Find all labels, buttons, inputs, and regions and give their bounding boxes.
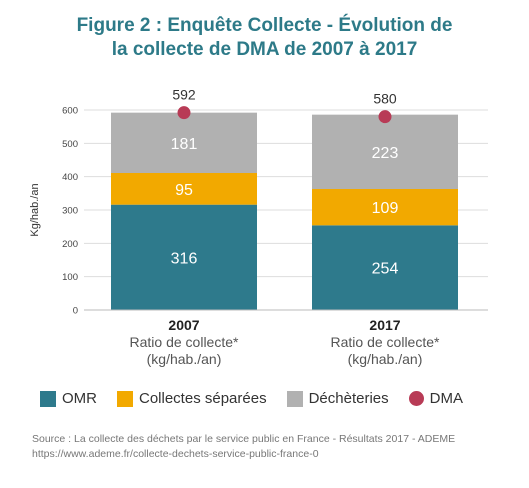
dma-value-label-2007: 592 bbox=[172, 87, 196, 103]
x-category-year-2017: 2017 bbox=[369, 317, 400, 333]
legend-item-collectes: Collectes séparées bbox=[117, 390, 267, 407]
bar-2017-2 bbox=[312, 114, 458, 189]
dma-point-2017 bbox=[378, 110, 392, 124]
bar-2007-0 bbox=[111, 204, 257, 310]
legend-label-dma: DMA bbox=[429, 390, 463, 407]
chart-title: Figure 2 : Enquête Collecte - Évolution … bbox=[0, 14, 529, 62]
legend-item-decheteries: Déchèteries bbox=[286, 390, 389, 407]
legend-label-collectes: Collectes séparées bbox=[139, 390, 267, 407]
legend-swatch-decheteries bbox=[286, 390, 303, 407]
dma-value-label-2017: 580 bbox=[373, 91, 397, 107]
chart-title-line-1: Figure 2 : Enquête Collecte - Évolution … bbox=[76, 15, 453, 36]
bar-2007-2 bbox=[111, 112, 257, 173]
legend-item-dma: DMA bbox=[408, 390, 463, 407]
legend-swatch-collectes bbox=[117, 390, 133, 407]
y-tick-label-200: 200 bbox=[62, 239, 78, 250]
bar-value-label-2007-0: 316 bbox=[171, 250, 198, 267]
x-category-sub1-2017: Ratio de collecte* bbox=[331, 334, 441, 350]
y-tick-label-100: 100 bbox=[62, 272, 78, 283]
source-note: Source : La collecte des déchets par le … bbox=[32, 432, 492, 462]
source-line-2: https://www.ademe.fr/collecte-dechets-se… bbox=[32, 448, 319, 460]
legend-label-decheteries: Déchèteries bbox=[308, 390, 389, 407]
source-line-1: Source : La collecte des déchets par le … bbox=[32, 433, 456, 445]
bar-value-label-2017-0: 254 bbox=[372, 261, 399, 278]
chart-legend: OMR Collectes séparées Déchèteries DMA bbox=[40, 390, 483, 407]
y-axis-label: Kg/hab./an bbox=[29, 183, 41, 236]
y-tick-label-600: 600 bbox=[62, 106, 78, 117]
y-tick-label-500: 500 bbox=[62, 139, 78, 150]
stacked-bar-chart: 0 100 200 300 400 500 600 Kg/hab./an 316 95 181 592… bbox=[29, 87, 488, 367]
bar-2007-1 bbox=[111, 173, 257, 205]
x-category-year-2007: 2007 bbox=[168, 317, 199, 333]
bar-value-label-2007-1: 95 bbox=[175, 182, 193, 199]
x-category-sub2-2017: (kg/hab./an) bbox=[348, 351, 423, 367]
bar-2017-0 bbox=[312, 225, 458, 310]
legend-swatch-omr bbox=[40, 390, 56, 407]
legend-item-omr: OMR bbox=[40, 390, 97, 407]
bar-value-label-2017-1: 109 bbox=[372, 200, 399, 217]
y-tick-label-0: 0 bbox=[73, 306, 78, 317]
x-category-sub2-2007: (kg/hab./an) bbox=[147, 351, 222, 367]
x-category-sub1-2007: Ratio de collecte* bbox=[130, 334, 240, 350]
legend-swatch-dma bbox=[408, 391, 424, 406]
bar-value-label-2017-2: 223 bbox=[372, 145, 399, 162]
dma-point-2007 bbox=[177, 106, 191, 120]
bar-2017-1 bbox=[312, 189, 458, 226]
bar-value-label-2007-2: 181 bbox=[171, 136, 198, 153]
y-tick-label-300: 300 bbox=[62, 206, 78, 217]
legend-label-omr: OMR bbox=[62, 390, 97, 407]
chart-title-line-2: la collecte de DMA de 2007 à 2017 bbox=[111, 39, 418, 60]
y-tick-label-400: 400 bbox=[62, 172, 78, 183]
